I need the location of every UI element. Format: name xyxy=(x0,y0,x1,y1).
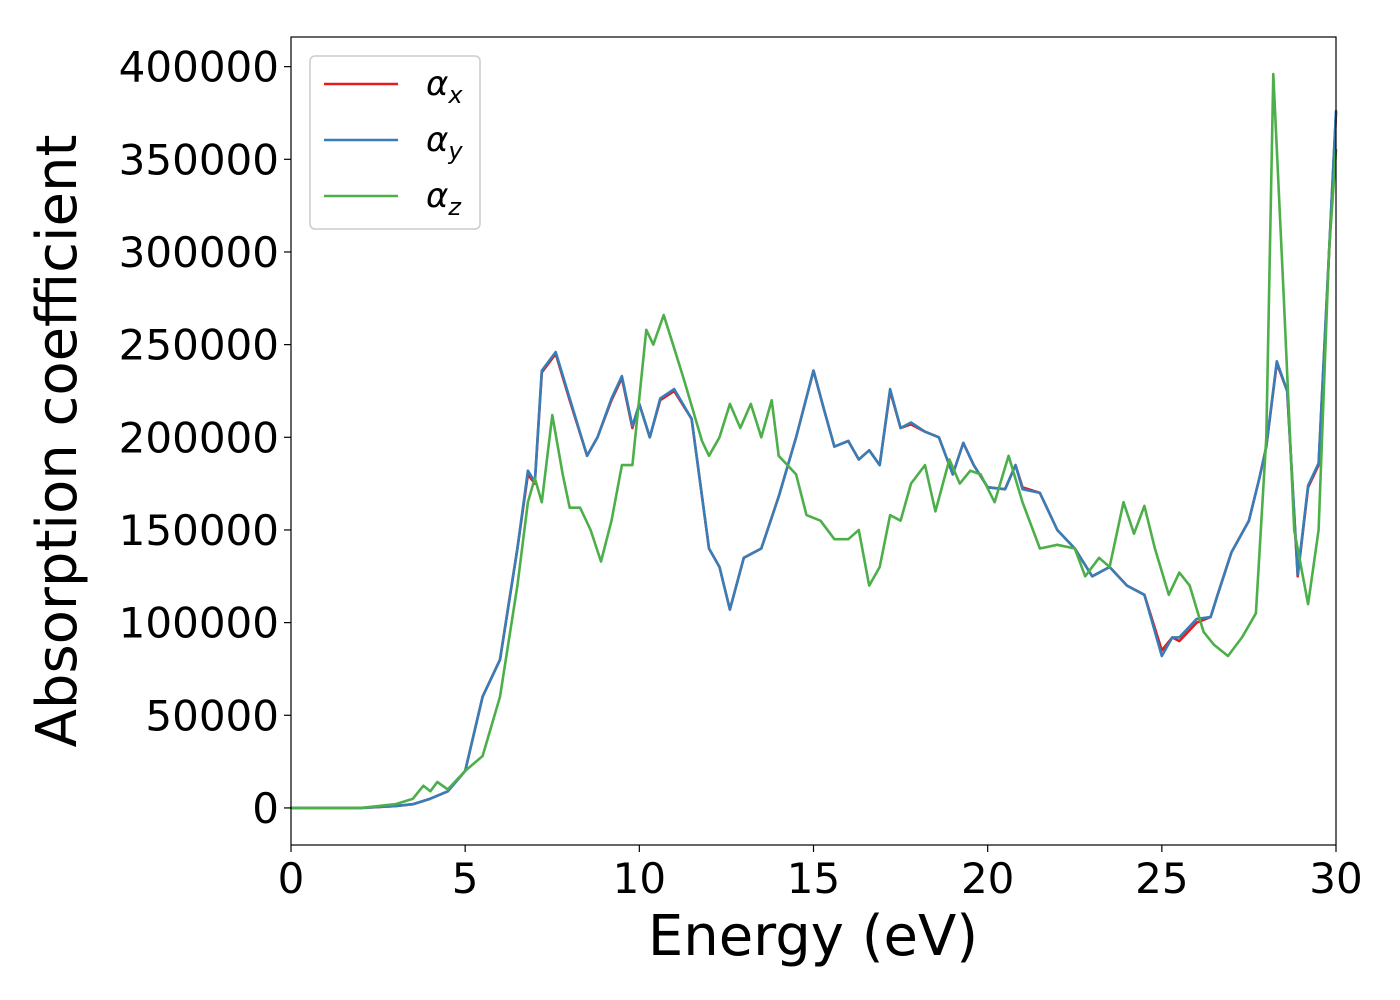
series-line-alpha-z xyxy=(289,72,1338,810)
legend-label-alpha-y: αy xyxy=(426,120,463,165)
y-axis-title: Absorption coefficient xyxy=(25,135,90,748)
x-tick-label: 0 xyxy=(278,854,305,903)
y-tick-label: 250000 xyxy=(119,321,279,370)
x-axis-title: Energy (eV) xyxy=(648,904,978,969)
legend-label-alpha-x: αx xyxy=(426,64,463,109)
x-tick-label: 5 xyxy=(452,854,479,903)
y-tick-label: 50000 xyxy=(145,691,279,740)
x-tick-label: 25 xyxy=(1135,854,1188,903)
y-axis: 0 50000 100000 150000 200000 250000 300000 3500… xyxy=(119,43,291,833)
x-tick-label: 15 xyxy=(787,854,840,903)
y-tick-label: 300000 xyxy=(119,228,279,277)
x-tick-label: 30 xyxy=(1309,854,1362,903)
y-tick-label: 350000 xyxy=(119,135,279,184)
legend-label-subscript: x xyxy=(447,81,463,109)
x-axis: 0 5 10 15 20 25 30 xyxy=(278,845,1363,903)
y-tick-label: 100000 xyxy=(119,599,279,648)
legend-label-subscript: y xyxy=(447,137,463,165)
legend-label-symbol: α xyxy=(426,176,448,216)
x-tick-label: 20 xyxy=(961,854,1014,903)
y-tick-label: 150000 xyxy=(119,506,279,555)
x-tick-label: 10 xyxy=(613,854,666,903)
series-line-alpha-y xyxy=(289,109,1338,810)
legend-label-symbol: α xyxy=(426,120,448,160)
y-tick-label: 0 xyxy=(252,784,279,833)
series-layer xyxy=(289,72,1338,810)
legend-box xyxy=(309,55,481,230)
legend-label-alpha-z: αz xyxy=(426,176,462,221)
y-tick-label: 200000 xyxy=(119,413,279,462)
y-tick-label: 400000 xyxy=(119,43,279,92)
legend-label-subscript: z xyxy=(447,193,462,221)
legend-label-symbol: α xyxy=(426,64,448,104)
